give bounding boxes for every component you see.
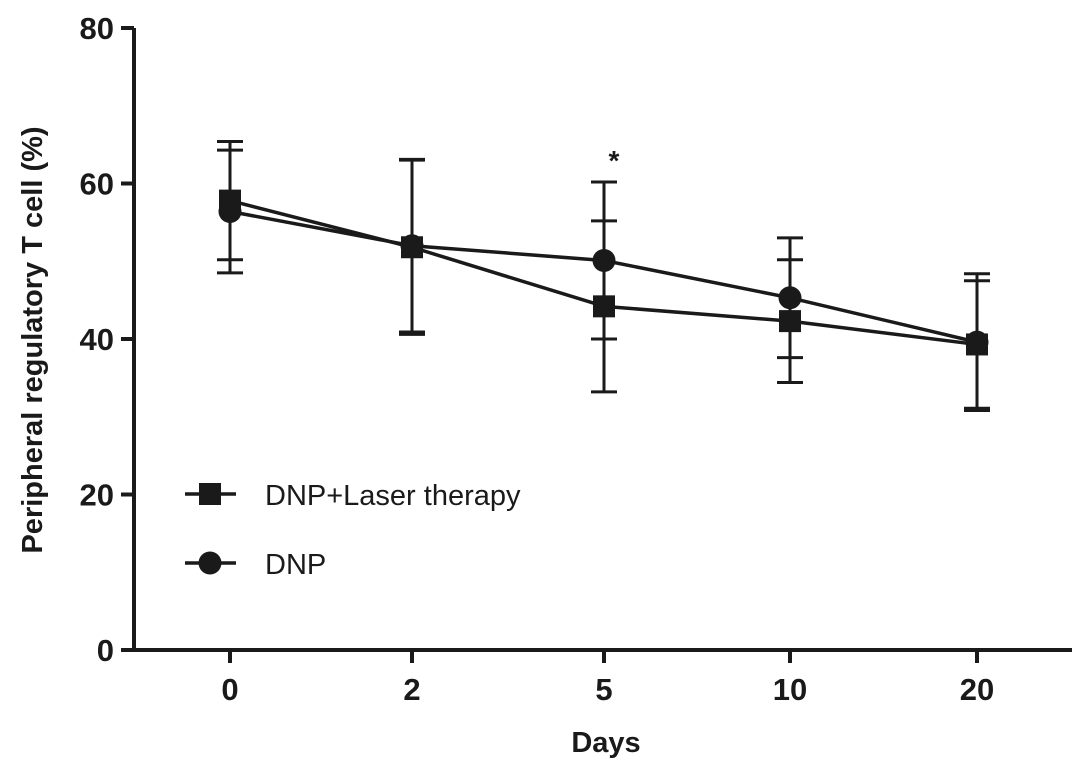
significance-marker: * bbox=[609, 145, 620, 176]
data-point bbox=[400, 234, 424, 258]
x-tick-label-10: 10 bbox=[773, 672, 807, 707]
x-tick-label-0: 0 bbox=[221, 672, 238, 707]
data-point bbox=[592, 248, 616, 272]
data-point bbox=[218, 199, 242, 223]
y-axis-title: Peripheral regulatory T cell (%) bbox=[17, 126, 49, 553]
series-layer: * bbox=[217, 140, 990, 413]
legend-marker-square bbox=[199, 483, 221, 505]
x-tick-label-5: 5 bbox=[595, 672, 612, 707]
y-tick-label-60: 60 bbox=[80, 167, 114, 202]
legend: DNP+Laser therapy DNP bbox=[185, 480, 521, 581]
y-tick-label-0: 0 bbox=[97, 633, 114, 668]
axes: 0 20 40 60 80 0 2 5 10 20 bbox=[80, 11, 1072, 707]
y-tick-label-20: 20 bbox=[80, 478, 114, 513]
data-point bbox=[778, 286, 802, 310]
series-dnp bbox=[217, 148, 990, 413]
y-tick-label-80: 80 bbox=[80, 11, 114, 46]
legend-item-dnp: DNP bbox=[185, 549, 326, 581]
data-point bbox=[965, 330, 989, 354]
legend-label: DNP bbox=[265, 549, 326, 581]
y-tick-label-40: 40 bbox=[80, 322, 114, 357]
legend-marker-circle bbox=[198, 551, 222, 575]
legend-label: DNP+Laser therapy bbox=[265, 480, 521, 512]
legend-item-dnp-laser-therapy: DNP+Laser therapy bbox=[185, 480, 521, 512]
x-axis-title: Days bbox=[571, 727, 640, 759]
x-tick-label-20: 20 bbox=[960, 672, 994, 707]
x-tick-label-2: 2 bbox=[403, 672, 420, 707]
